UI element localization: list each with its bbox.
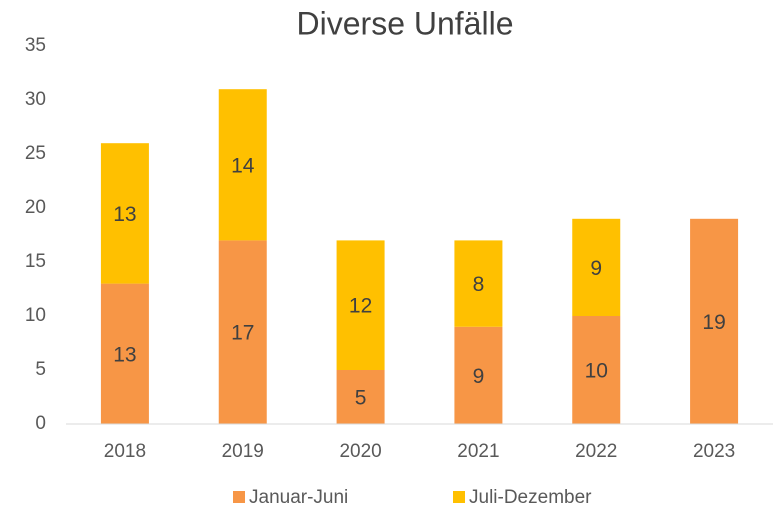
bar-segment	[100, 143, 149, 284]
legend-swatch	[233, 491, 245, 503]
bar-segment	[572, 218, 621, 316]
bar-segment	[454, 326, 503, 424]
bar-segment	[690, 218, 739, 424]
data-label: 8	[473, 273, 485, 296]
data-label: 13	[113, 343, 136, 366]
bar-segment	[218, 89, 267, 241]
x-tick-label: 2018	[104, 441, 146, 462]
x-tick-label: 2021	[457, 441, 499, 462]
x-tick-label: 2020	[339, 441, 381, 462]
y-tick-label: 10	[25, 305, 46, 326]
y-tick-label: 0	[35, 413, 46, 434]
legend-label: Juli-Dezember	[469, 487, 592, 508]
legend-swatch	[453, 491, 465, 503]
y-tick-label: 20	[25, 197, 46, 218]
x-tick-label: 2023	[693, 441, 735, 462]
data-label: 19	[702, 311, 725, 334]
data-label: 9	[473, 365, 485, 388]
data-label: 12	[349, 295, 372, 318]
legend-label: Januar-Juni	[249, 487, 348, 508]
bar-segment	[336, 240, 385, 370]
y-tick-label: 5	[35, 359, 46, 380]
bar-segment	[100, 283, 149, 424]
y-tick-label: 30	[25, 89, 46, 110]
x-tick-label: 2022	[575, 441, 617, 462]
data-label: 9	[590, 257, 602, 280]
bar-segment	[572, 316, 621, 424]
bar-segment	[336, 370, 385, 424]
data-label: 17	[231, 322, 254, 345]
data-label: 5	[355, 387, 367, 410]
x-tick-label: 2019	[222, 441, 264, 462]
y-tick-label: 15	[25, 251, 46, 272]
y-tick-label: 25	[25, 143, 46, 164]
data-label: 10	[585, 360, 608, 383]
bar-segment	[218, 240, 267, 424]
bar-segment	[454, 240, 503, 327]
y-tick-label: 35	[25, 35, 46, 56]
chart-title: Diverse Unfälle	[297, 5, 514, 41]
data-label: 13	[113, 203, 136, 226]
data-label: 14	[231, 154, 255, 177]
